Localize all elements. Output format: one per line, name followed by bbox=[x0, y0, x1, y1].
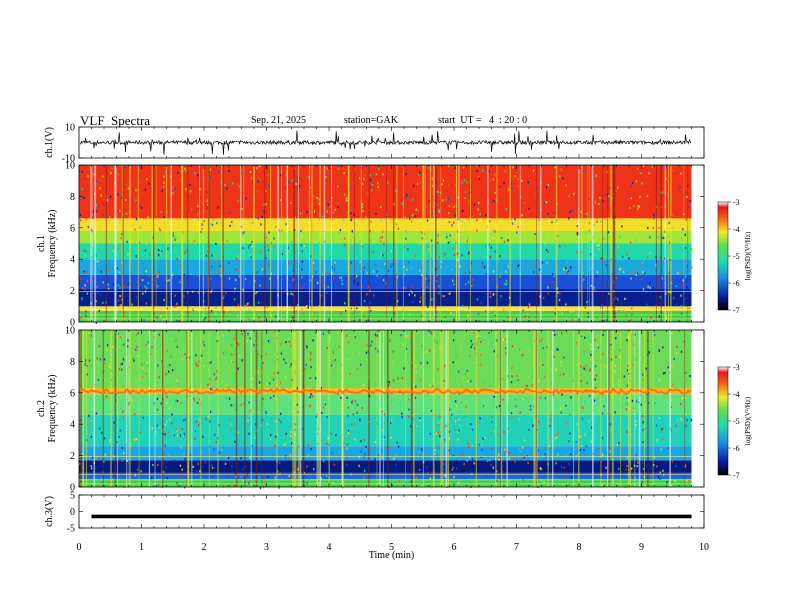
ch2-spectrogram-ylabel-axis: Frequency (kHz) bbox=[47, 374, 58, 442]
xtick-4: 4 bbox=[327, 542, 332, 553]
ch1-spectrogram-colorbar-label: log(PSD)(V²/Hz) bbox=[744, 231, 752, 280]
ch1-spectrogram-streaks bbox=[90, 165, 689, 322]
xtick-8: 8 bbox=[577, 542, 582, 553]
ch2-spectrogram-bands bbox=[79, 330, 692, 487]
ch1-spectrogram-band-5 bbox=[79, 243, 692, 260]
ch2-spectrogram-speckle bbox=[79, 330, 693, 490]
ch1-spectrogram-ylabel-channel: ch.1 bbox=[36, 235, 47, 252]
ch2-spectrogram-colorbar-tick-3: -6 bbox=[733, 444, 740, 453]
ch1-spectrogram-band-1 bbox=[79, 306, 692, 312]
ch3-ytick-1: 0 bbox=[70, 507, 75, 518]
ch1-spectrogram-band-4 bbox=[79, 259, 692, 275]
ch1-ytick-0: 10 bbox=[65, 123, 75, 134]
date-label: Sep. 21, 2025 bbox=[251, 115, 306, 126]
ch2-spectrogram-band-5 bbox=[79, 394, 692, 415]
ch2-spectrogram-colorbar-tick-0: -3 bbox=[733, 363, 740, 372]
ch1-spectrogram-colorbar-tick-2: -5 bbox=[733, 252, 740, 261]
ch1-waveform-line bbox=[79, 130, 692, 155]
xtick-9: 9 bbox=[639, 542, 644, 553]
xaxis-label: Time (min) bbox=[369, 550, 414, 561]
xtick-2: 2 bbox=[202, 542, 207, 553]
ch1-spectrogram-colorbar bbox=[717, 201, 729, 311]
ch2-spectrogram-band-2 bbox=[79, 460, 692, 473]
ch2-spectrogram-band-0 bbox=[79, 479, 692, 487]
ch2-spectrogram-ytick-1: 2 bbox=[70, 451, 75, 462]
ch1-spectrogram-bands bbox=[79, 165, 692, 322]
ch1-spectrogram-band-2 bbox=[79, 289, 692, 307]
ch1-spectrogram-colorbar-tick-0: -3 bbox=[733, 198, 740, 207]
ch2-spectrogram-streaks bbox=[80, 330, 686, 487]
ch2-spectrogram-ytick-2: 4 bbox=[70, 420, 75, 431]
ch2-spectrogram-ylabel-channel: ch.2 bbox=[36, 400, 47, 417]
xtick-7: 7 bbox=[514, 542, 519, 553]
station-label: station=GAK bbox=[344, 115, 398, 126]
xtick-5: 5 bbox=[389, 542, 394, 553]
ch1-spectrogram-ytick-0: 0 bbox=[70, 318, 75, 329]
ch2-spectrogram-colorbar-tick-1: -4 bbox=[733, 390, 740, 399]
ch1-ytick-1: -10 bbox=[62, 154, 75, 165]
ch2-spectrogram-ytick-5: 10 bbox=[65, 326, 75, 337]
ch1-spectrogram-harmonics bbox=[79, 291, 692, 320]
ch1-spectrogram-ytick-5: 10 bbox=[65, 161, 75, 172]
ch1-spectrogram-band-0 bbox=[79, 311, 692, 322]
ch2-spectrogram-colorbar-tick-4: -7 bbox=[733, 471, 740, 480]
ch2-spectrogram-colorbar-label: log(PSD)(V²/Hz) bbox=[744, 396, 752, 445]
ch2-spectrogram-colorbar bbox=[717, 366, 729, 476]
xtick-10: 10 bbox=[699, 542, 709, 553]
start-time-label: start UT = 4 : 20 : 0 bbox=[438, 115, 528, 126]
ch1-spectrogram-ylabel-axis: Frequency (kHz) bbox=[47, 209, 58, 277]
ch1-spectrogram-ytick-3: 6 bbox=[70, 223, 75, 234]
ch2-spectrogram-band-6 bbox=[79, 388, 692, 395]
ch2-spectrogram-band-1 bbox=[79, 472, 692, 480]
ch1-spectrogram-ytick-2: 4 bbox=[70, 255, 75, 266]
ch2-spectrogram-colorbar-tick-2: -5 bbox=[733, 417, 740, 426]
ch3-ylabel: ch.3(V) bbox=[44, 496, 55, 527]
ch3-waveform-line bbox=[91, 514, 692, 519]
ch1-spectrogram-colorbar-tick-4: -7 bbox=[733, 306, 740, 315]
ch2-spectrogram-harmonics bbox=[79, 456, 692, 485]
xtick-0: 0 bbox=[77, 542, 82, 553]
ch1-ylabel: ch.1(V) bbox=[44, 127, 55, 158]
ch2-spectrogram-ytick-3: 6 bbox=[70, 388, 75, 399]
ch2-spectrogram-band-4 bbox=[79, 414, 692, 447]
xtick-3: 3 bbox=[264, 542, 269, 553]
ch3-ytick-2: -5 bbox=[67, 524, 75, 535]
figure-title: VLF Spectra bbox=[80, 113, 151, 128]
ch1-spectrogram-ytick-1: 2 bbox=[70, 286, 75, 297]
ch2-spectrogram-emission-line bbox=[78, 387, 692, 395]
ch1-spectrogram-band-3 bbox=[79, 274, 692, 290]
ch2-spectrogram-band-3 bbox=[79, 446, 692, 461]
ch1-spectrogram-colorbar-tick-1: -4 bbox=[733, 225, 740, 234]
ch3-waveform-frame bbox=[78, 494, 705, 529]
ch2-spectrogram-ytick-4: 8 bbox=[70, 357, 75, 368]
ch1-spectrogram-ytick-4: 8 bbox=[70, 192, 75, 203]
ch3-ytick-0: 5 bbox=[70, 491, 75, 502]
xtick-6: 6 bbox=[452, 542, 457, 553]
ch1-spectrogram-band-6 bbox=[79, 230, 692, 244]
xtick-1: 1 bbox=[139, 542, 144, 553]
ch2-spectrogram-band-7 bbox=[79, 330, 692, 389]
ch1-spectrogram-colorbar-tick-3: -6 bbox=[733, 279, 740, 288]
ch2-spectrogram-ytick-0: 0 bbox=[70, 483, 75, 494]
